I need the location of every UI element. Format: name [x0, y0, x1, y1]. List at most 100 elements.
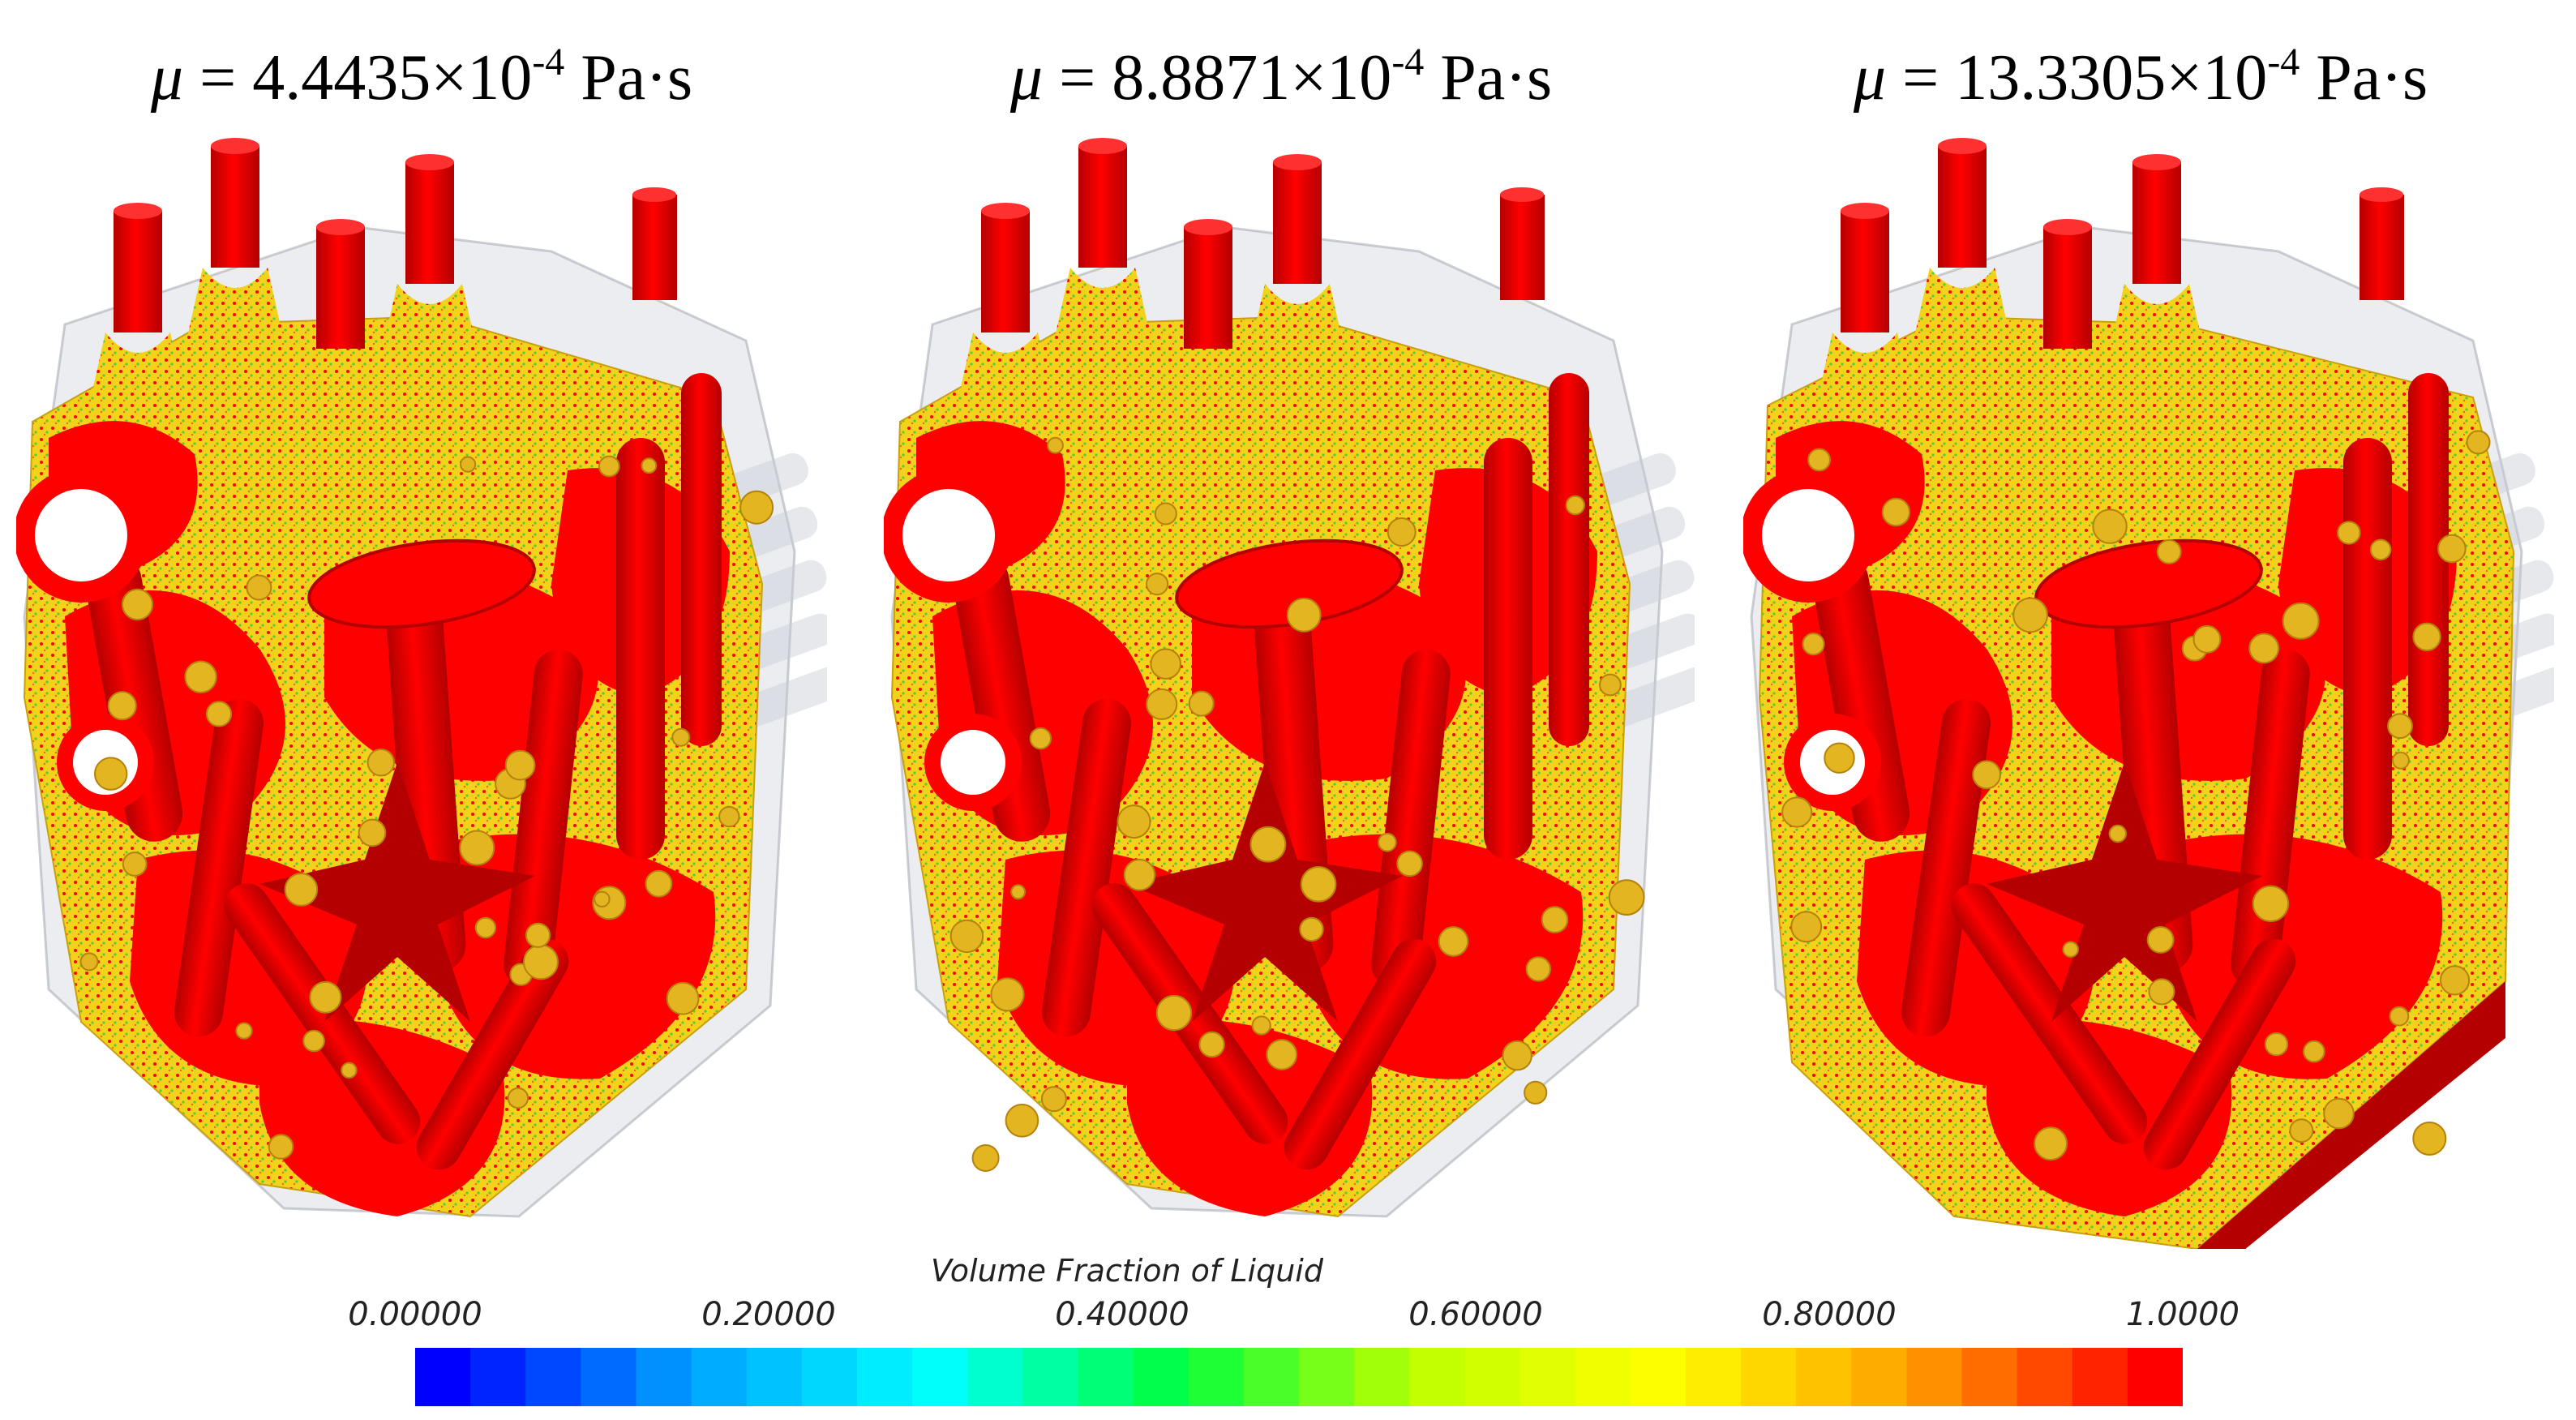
- interface-spot: [598, 455, 620, 478]
- interface-spot: [1378, 832, 1397, 852]
- junction-node: [259, 762, 535, 1022]
- interface-spot: [94, 757, 128, 791]
- colorbar-segment: [1685, 1348, 1742, 1406]
- riser-neck: [381, 284, 478, 357]
- viscosity-value: 8.8871×10: [1112, 42, 1392, 114]
- colorbar-segment: [2017, 1348, 2073, 1406]
- colorbar: [415, 1348, 2183, 1406]
- legend-tick-2: 0.40000: [1055, 1296, 1189, 1333]
- interface-spot: [358, 818, 387, 847]
- interface-spot: [666, 981, 700, 1015]
- interface-spot: [2412, 622, 2441, 651]
- interface-spot: [1249, 826, 1287, 863]
- interface-spot: [1047, 436, 1064, 454]
- colorbar-segment: [912, 1348, 969, 1406]
- junction-node: [1127, 762, 1403, 1022]
- interface-spot: [1525, 956, 1551, 982]
- interface-spot: [1807, 448, 1831, 472]
- interface-spot: [2092, 508, 2128, 544]
- equals-sign: =: [1886, 42, 1956, 114]
- interface-spot: [2012, 597, 2049, 633]
- interface-spot: [2248, 633, 2280, 664]
- interface-spot: [1146, 573, 1169, 596]
- riser-neck: [1054, 268, 1151, 341]
- legend-tick-0: 0.00000: [348, 1296, 482, 1333]
- interface-spot: [1396, 850, 1423, 877]
- colorbar-segment: [1022, 1348, 1079, 1406]
- colorbar-segment: [525, 1348, 582, 1406]
- interface-spot: [2466, 430, 2491, 455]
- interface-spot: [2323, 1097, 2355, 1130]
- legend-tick-3: 0.60000: [1408, 1296, 1543, 1333]
- interface-spot: [1029, 727, 1052, 750]
- riser-top: [1273, 154, 1322, 170]
- riser-cylinder: [1841, 211, 1889, 332]
- riser-top: [2043, 219, 2092, 235]
- interface-spot: [645, 869, 673, 898]
- mu-symbol: μ: [1853, 42, 1887, 114]
- interface-spot: [671, 727, 691, 747]
- interface-spot: [2369, 538, 2392, 561]
- viscosity-unit: Pa·s: [1424, 42, 1553, 114]
- colorbar-segment: [801, 1348, 858, 1406]
- colorbar-segment: [1188, 1348, 1245, 1406]
- interface-spot: [507, 1087, 529, 1109]
- colorbar-segment: [2072, 1348, 2128, 1406]
- interface-spot: [107, 691, 137, 721]
- interface-spot: [474, 916, 497, 939]
- interface-spot: [2437, 534, 2467, 564]
- ring-hole: [16, 468, 148, 603]
- interface-spot: [1188, 690, 1215, 717]
- riser-cylinder: [211, 146, 259, 268]
- colorbar-segment: [1133, 1348, 1189, 1406]
- interface-spot: [718, 805, 740, 828]
- riser-cylinder: [316, 227, 365, 349]
- simulation-render-2: [884, 130, 1695, 1249]
- riser-top: [2132, 154, 2181, 170]
- interface-spot: [1251, 1015, 1271, 1036]
- riser-neck: [89, 332, 186, 405]
- viscosity-exponent: -4: [1391, 41, 1425, 84]
- interface-spot: [205, 701, 233, 727]
- interface-spot: [739, 490, 774, 525]
- interface-spot: [2439, 965, 2471, 996]
- riser-top: [981, 203, 1030, 219]
- interface-spot: [1599, 673, 1622, 697]
- liquid-pipe: [2343, 438, 2392, 860]
- simulation-render-3: [1743, 130, 2554, 1249]
- colorbar-segment: [1741, 1348, 1797, 1406]
- liquid-pipe: [1811, 553, 1910, 842]
- colorbar-segment: [2127, 1348, 2183, 1406]
- interface-spot: [2303, 1040, 2325, 1063]
- riser-neck: [1914, 268, 2011, 341]
- interface-spot: [2264, 1032, 2289, 1057]
- mu-symbol: μ: [150, 42, 184, 114]
- legend-title: Volume Fraction of Liquid: [931, 1253, 1323, 1289]
- interface-spot: [184, 660, 217, 693]
- viscosity-exponent: -4: [2267, 41, 2300, 84]
- colorbar-segment: [1630, 1348, 1687, 1406]
- colorbar-segment: [636, 1348, 692, 1406]
- interface-spot: [2387, 713, 2413, 740]
- interface-spot: [246, 574, 272, 601]
- interface-spot: [641, 457, 658, 474]
- legend-tick-5: 1.0000: [2126, 1296, 2240, 1333]
- liquid-pipe: [1371, 649, 1451, 989]
- interface-spot: [1155, 994, 1193, 1032]
- liquid-pipe: [416, 938, 569, 1170]
- riser-cylinder: [1078, 146, 1127, 268]
- interface-spot: [1286, 597, 1322, 633]
- interface-spot: [235, 1022, 253, 1040]
- interface-spot: [1565, 495, 1585, 516]
- interface-spot: [2156, 539, 2182, 564]
- interface-spot: [2412, 1122, 2447, 1156]
- riser-cylinder: [981, 211, 1030, 332]
- colorbar-segment: [1575, 1348, 1631, 1406]
- junction-node: [1987, 762, 2262, 1022]
- riser-top: [1500, 187, 1544, 202]
- equals-sign: =: [1043, 42, 1112, 114]
- interface-spot: [504, 749, 536, 781]
- riser-top: [1938, 138, 1987, 154]
- interface-spot: [460, 456, 477, 473]
- liquid-pipe: [952, 553, 1051, 842]
